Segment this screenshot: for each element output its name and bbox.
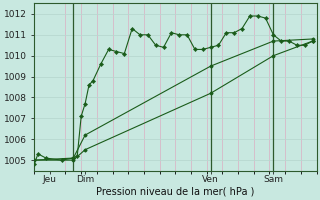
X-axis label: Pression niveau de la mer( hPa ): Pression niveau de la mer( hPa ) (96, 187, 254, 197)
